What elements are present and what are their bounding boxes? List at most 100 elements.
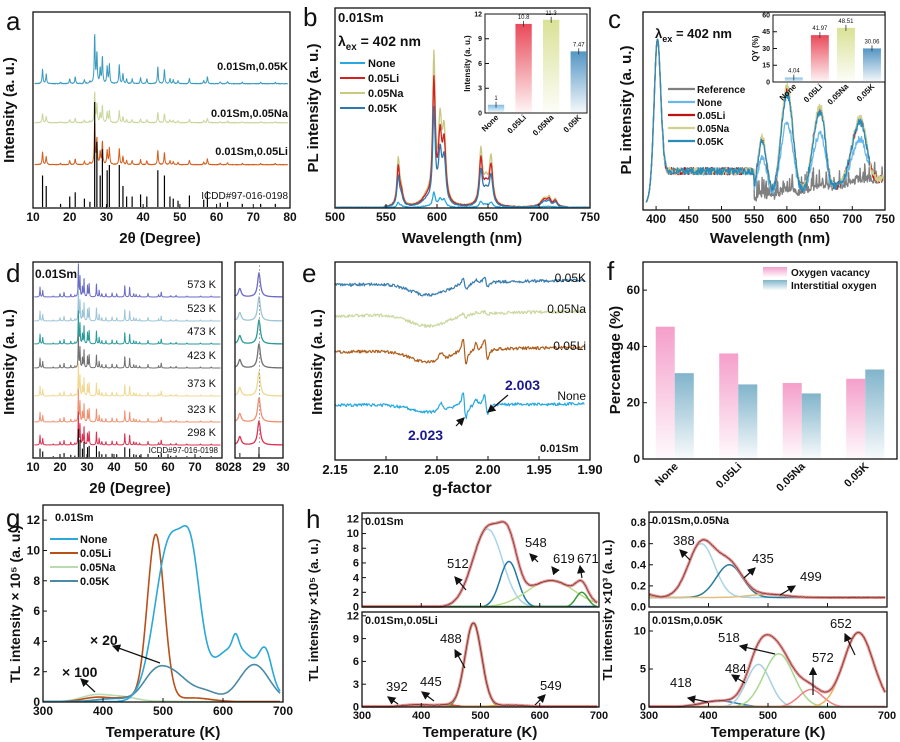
y-axis-label: TL intensity × 10⁵ (a. u.) — [7, 525, 23, 683]
panel-letter: b — [303, 2, 317, 32]
inset-category-label: None — [480, 113, 501, 134]
annotation-arrow — [387, 696, 399, 705]
legend-label: 0.05Na — [697, 124, 730, 135]
inset-y-axis-label: QY (%) — [751, 35, 760, 61]
series-label: 0.05Na — [547, 302, 586, 316]
x-tick-label: 60 — [210, 210, 224, 224]
y-tick-label: 10 — [634, 626, 646, 638]
y-tick-label: 3 — [353, 679, 359, 691]
y-tick-label: 10 — [27, 543, 41, 557]
temperature-label: 473 K — [187, 326, 216, 338]
x-tick-label: 400 — [412, 710, 430, 722]
x-tick-label: 750 — [875, 212, 895, 226]
annotation-arrow — [487, 394, 509, 413]
temperature-label: 423 K — [187, 350, 216, 362]
annotation-arrow — [534, 694, 546, 706]
y-axis-label: Percentage (%) — [607, 306, 624, 414]
y-tick-label: 2 — [33, 665, 40, 679]
bar-value-label: 7.47 — [573, 42, 585, 48]
annotation-arrow — [454, 576, 467, 591]
y-tick-label: 5 — [640, 664, 646, 676]
x-tick-label: 1.90 — [577, 462, 602, 477]
x-tick-label: 29 — [252, 460, 266, 474]
x-tick-label: 500 — [711, 212, 731, 226]
g-value-annotation: 2.023 — [408, 427, 443, 443]
inset-category-label: 0.05K — [855, 82, 877, 104]
x-tick-label: 750 — [580, 210, 600, 224]
x-tick-label: 450 — [679, 212, 699, 226]
plot-frame — [32, 11, 291, 209]
x-tick-label: 500 — [153, 704, 173, 718]
x-tick-label: 400 — [93, 704, 113, 718]
annotation-arrow — [679, 549, 691, 561]
x-tick-label: 400 — [646, 212, 666, 226]
inset-category-label: 0.05K — [562, 113, 584, 135]
g-value-annotation: 2.003 — [505, 377, 540, 393]
y-tick-label: 0 — [640, 702, 646, 714]
excitation-label-part: = 402 nm — [357, 33, 421, 49]
y-tick-label: 0 — [633, 452, 640, 466]
peak-label: 418 — [670, 675, 692, 690]
excitation-label-part: ex — [346, 42, 357, 53]
plot-frame — [334, 261, 591, 461]
xrd-pattern — [34, 122, 289, 166]
epr-spectrum — [334, 276, 585, 297]
bar — [865, 369, 885, 459]
bar — [782, 383, 802, 459]
tl-data — [649, 631, 886, 707]
x-tick-label: 60 — [161, 460, 175, 474]
inset-bar — [543, 19, 560, 113]
peak-label: 671 — [577, 551, 599, 566]
x-axis-label: 2θ (Degree) — [89, 480, 170, 497]
annotation-arrow — [577, 564, 586, 579]
fit-envelope — [648, 538, 887, 599]
plot-frame — [642, 11, 886, 211]
x-axis-label: g-factor — [432, 480, 492, 497]
peak-label: 435 — [752, 551, 774, 566]
x-tick-label: 300 — [640, 710, 658, 722]
y-tick-label: 0 — [33, 695, 40, 709]
y-tick-label: 0.4 — [631, 559, 647, 571]
legend-label: 0.05K — [697, 137, 724, 148]
pl-spectrum — [645, 38, 871, 203]
reference-label: ICDD#97-016-0198 — [149, 446, 219, 455]
x-tick-label: 2.15 — [322, 462, 347, 477]
y-tick-label: 12 — [474, 11, 482, 18]
category-label: 0.05Li — [714, 461, 745, 492]
fit-component — [361, 591, 598, 608]
peak-label: 619 — [553, 551, 575, 566]
y-tick-label: 9 — [353, 633, 359, 645]
sample-label: 0.01Sm — [35, 267, 77, 281]
xrd-pattern — [34, 34, 289, 85]
x-tick-label: 80 — [215, 460, 229, 474]
y-tick-label: 20 — [627, 396, 641, 410]
xrd-zoom-pattern — [235, 272, 283, 298]
x-tick-label: 28 — [228, 460, 242, 474]
y-tick-label: 6 — [33, 604, 40, 618]
inset-bar — [810, 35, 829, 82]
category-label: 0.05Na — [774, 460, 808, 494]
x-tick-label: 650 — [478, 210, 498, 224]
legend-swatch — [763, 267, 787, 277]
x-tick-label: 300 — [33, 704, 53, 718]
y-tick-label: 0 — [353, 602, 359, 614]
xrd-pattern — [34, 388, 221, 423]
y-tick-label: 0.8 — [631, 517, 646, 529]
x-tick-label: 20 — [53, 460, 67, 474]
x-axis-label: Wavelength (nm) — [710, 230, 830, 247]
subplot-title: 0.01Sm,0.05K — [652, 615, 723, 627]
y-tick-label: 15 — [762, 63, 770, 70]
panel-letter: e — [302, 258, 316, 288]
y-tick-label: 6 — [353, 558, 359, 570]
x-tick-label: 2.00 — [475, 462, 500, 477]
legend-label: Oxygen vacancy — [791, 268, 870, 279]
annotation-arrow — [551, 566, 560, 576]
x-axis-label: Temperature (K) — [711, 724, 826, 741]
inset-bar — [570, 51, 587, 113]
annotation-arrow — [738, 643, 776, 655]
legend-label: 0.05Li — [80, 548, 111, 560]
x-tick-label: 700 — [529, 210, 549, 224]
excitation-wavelength-label: λex = 402 nm — [338, 33, 421, 53]
series-label: 0.01Sm,0.05Na — [211, 108, 289, 120]
x-tick-label: 650 — [810, 212, 830, 226]
